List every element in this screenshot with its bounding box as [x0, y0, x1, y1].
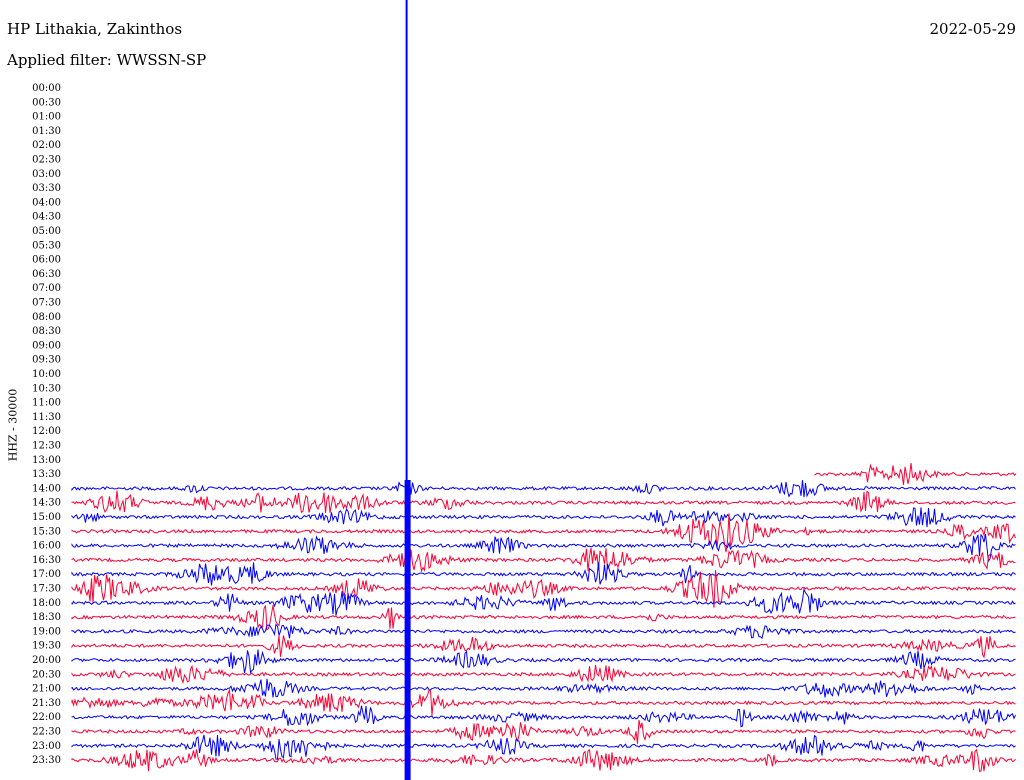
- tick-label: 19:00: [32, 626, 61, 637]
- tick-label: 13:00: [32, 455, 61, 466]
- tick-label: 09:30: [32, 355, 61, 366]
- trace-15:00: [71, 507, 1016, 528]
- tick-label: 11:00: [32, 398, 61, 409]
- tick-label: 02:30: [32, 155, 61, 166]
- trace-18:00: [71, 587, 1016, 616]
- trace-18:30: [71, 605, 1016, 631]
- tick-label: 18:00: [32, 598, 61, 609]
- tick-label: 22:00: [32, 712, 61, 723]
- trace-20:30: [71, 664, 1016, 685]
- major-event: [404, 0, 411, 780]
- trace-21:30: [71, 688, 1016, 716]
- tick-label: 02:00: [32, 140, 61, 151]
- trace-16:30: [71, 548, 1016, 573]
- tick-label: 04:00: [32, 197, 61, 208]
- trace-22:30: [71, 719, 1016, 744]
- trace-15:30: [71, 513, 1016, 553]
- tick-label: 15:00: [32, 512, 61, 523]
- tick-label: 14:30: [32, 498, 61, 509]
- filter-label: Applied filter: WWSSN-SP: [7, 51, 207, 69]
- tick-label: 01:00: [32, 112, 61, 123]
- tick-label: 16:30: [32, 555, 61, 566]
- trace-22:00: [71, 705, 1016, 728]
- tick-label: 03:00: [32, 169, 61, 180]
- tick-label: 10:30: [32, 383, 61, 394]
- tick-label: 08:00: [32, 312, 61, 323]
- tick-label: 07:30: [32, 298, 61, 309]
- tick-label: 12:00: [32, 426, 61, 437]
- tick-label: 21:30: [32, 698, 61, 709]
- tick-label: 13:30: [32, 469, 61, 480]
- time-tick-labels: 00:00 00:30 01:00 01:30 02:00 02:30 03:00 03:30…: [32, 83, 61, 766]
- tick-label: 19:30: [32, 641, 61, 652]
- trace-23:00: [71, 734, 1016, 760]
- tick-label: 12:30: [32, 441, 61, 452]
- tick-label: 20:30: [32, 669, 61, 680]
- tick-label: 06:30: [32, 269, 61, 280]
- tick-label: 07:00: [32, 283, 61, 294]
- trace-19:30: [71, 635, 1016, 659]
- tick-label: 08:30: [32, 326, 61, 337]
- tick-label: 10:00: [32, 369, 61, 380]
- tick-label: 16:00: [32, 541, 61, 552]
- tick-label: 17:00: [32, 569, 61, 580]
- tick-label: 11:30: [32, 412, 61, 423]
- tick-label: 03:30: [32, 183, 61, 194]
- trace-23:30: [71, 748, 1016, 773]
- tick-label: 21:00: [32, 684, 61, 695]
- tick-label: 01:30: [32, 126, 61, 137]
- trace-13:30: [814, 462, 1017, 485]
- trace-14:00: [71, 480, 1016, 498]
- record-date: 2022-05-29: [929, 20, 1016, 38]
- tick-label: 17:30: [32, 584, 61, 595]
- tick-label: 15:30: [32, 526, 61, 537]
- tick-label: 09:00: [32, 340, 61, 351]
- trace-20:00: [71, 649, 1016, 674]
- tick-label: 18:30: [32, 612, 61, 623]
- tick-label: 04:30: [32, 212, 61, 223]
- tick-label: 22:30: [32, 727, 61, 738]
- event-coda: [404, 480, 411, 780]
- trace-21:00: [71, 678, 1016, 698]
- tick-label: 06:00: [32, 255, 61, 266]
- tick-label: 00:30: [32, 97, 61, 108]
- seismic-traces: [71, 462, 1017, 773]
- tick-label: 20:00: [32, 655, 61, 666]
- tick-label: 23:00: [32, 741, 61, 752]
- station-title: HP Lithakia, Zakinthos: [7, 20, 183, 38]
- trace-16:00: [71, 533, 1016, 563]
- tick-label: 00:00: [32, 83, 61, 94]
- trace-19:00: [71, 623, 1016, 640]
- tick-label: 14:00: [32, 483, 61, 494]
- trace-17:00: [71, 562, 1016, 586]
- tick-label: 05:00: [32, 226, 61, 237]
- tick-label: 23:30: [32, 755, 61, 766]
- trace-17:30: [71, 570, 1016, 608]
- trace-14:30: [71, 490, 1016, 514]
- tick-label: 05:30: [32, 240, 61, 251]
